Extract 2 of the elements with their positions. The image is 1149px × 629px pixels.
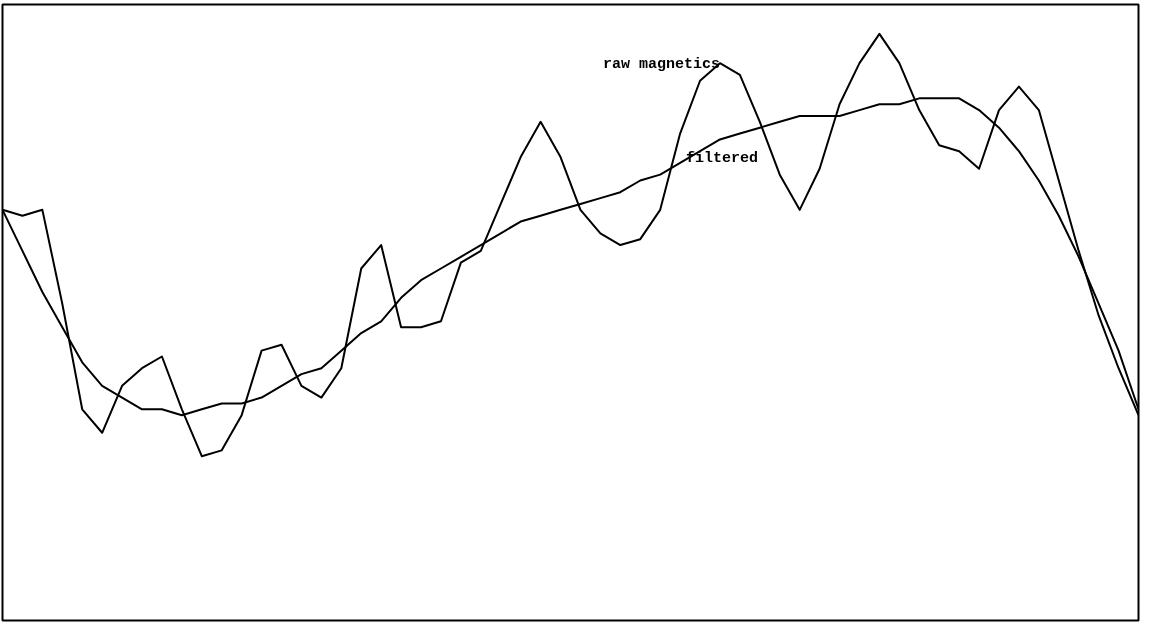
series-label: filtered	[686, 149, 759, 167]
series-label: raw magnetics	[603, 55, 721, 73]
